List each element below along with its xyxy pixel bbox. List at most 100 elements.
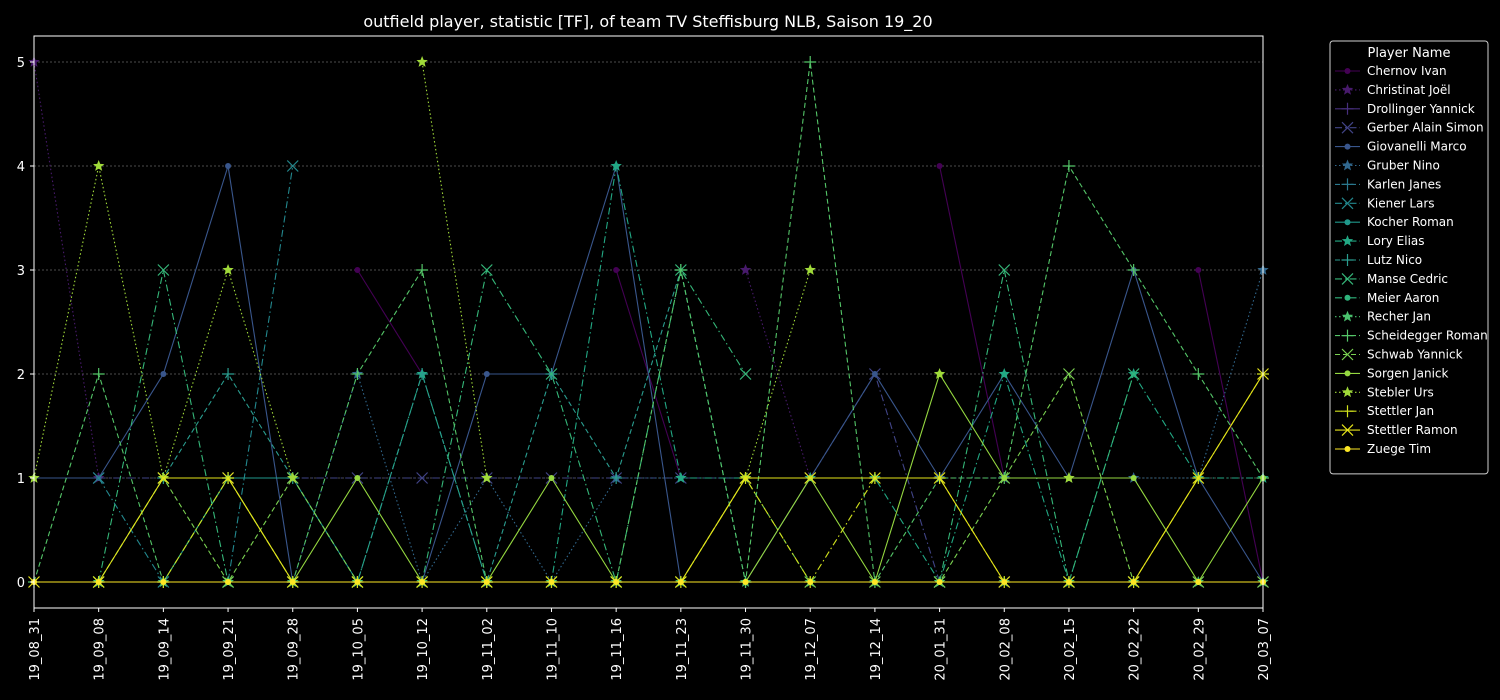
legend-entry: Gerber Alain Simon: [1335, 121, 1484, 135]
x-tick-label: 20_01_31: [934, 618, 949, 681]
x-tick-label: 19_09_28: [287, 618, 302, 681]
legend-marker: [1341, 159, 1354, 171]
x-tick-label: 20_02_22: [1128, 618, 1143, 681]
legend-label: Manse Cedric: [1367, 272, 1448, 286]
legend-marker: [1341, 178, 1354, 191]
x-tick-label: 19_09_21: [222, 618, 237, 681]
legend-marker: [1341, 424, 1354, 437]
data-point: [1192, 472, 1205, 484]
x-tick-label: 20_02_15: [1063, 618, 1078, 681]
legend-marker: [1341, 83, 1354, 95]
legend-entry: Karlen Janes: [1335, 177, 1441, 191]
series-4: [31, 163, 1266, 585]
data-point: [804, 56, 817, 68]
legend-label: Scheidegger Roman: [1367, 329, 1488, 343]
x-tick-label: 19_11_10: [545, 618, 560, 681]
data-point: [416, 264, 429, 276]
data-point: [92, 160, 105, 171]
data-point: [933, 368, 946, 379]
data-point: [222, 472, 234, 484]
data-point: [1195, 579, 1202, 585]
data-point: [548, 475, 555, 481]
legend-marker: [1341, 386, 1354, 398]
series-1: [28, 56, 816, 587]
legend-marker: [1344, 143, 1351, 150]
data-point: [416, 472, 429, 484]
data-point: [804, 472, 817, 484]
legend-marker: [1341, 121, 1354, 134]
data-point: [416, 368, 429, 380]
x-tick-label: 19_11_02: [481, 618, 496, 681]
legend-label: Lory Elias: [1367, 234, 1425, 248]
data-point: [1063, 472, 1075, 483]
data-point: [1065, 579, 1072, 585]
x-tick-label: 20_02_29: [1192, 618, 1207, 681]
data-point: [351, 368, 364, 380]
legend-entry: Gruber Nino: [1335, 159, 1440, 173]
legend-label: Schwab Yannick: [1367, 348, 1463, 362]
x-tick-label: 20_03_07: [1257, 618, 1272, 681]
x-tick-label: 19_10_12: [416, 618, 431, 681]
x-tick-label: 19_10_05: [351, 618, 366, 681]
legend-marker: [1344, 219, 1351, 226]
y-tick-label: 2: [17, 368, 25, 383]
data-point: [545, 368, 558, 380]
data-point: [1001, 579, 1008, 585]
data-point: [610, 472, 623, 484]
data-point: [286, 160, 299, 172]
plot-frame: [33, 35, 1264, 609]
data-point: [871, 579, 878, 585]
data-point: [548, 579, 555, 585]
legend-label: Sorgen Janick: [1367, 366, 1449, 380]
data-point: [1001, 475, 1008, 481]
legend-marker: [1341, 405, 1354, 418]
legend-label: Stettler Jan: [1367, 404, 1434, 418]
legend-label: Recher Jan: [1367, 310, 1431, 324]
data-point: [871, 371, 878, 377]
data-point: [1063, 368, 1075, 380]
legend: Player Name Chernov Ivan Christinat Joël Dr…: [1329, 40, 1489, 475]
data-point: [92, 472, 105, 484]
x-tick-label: 19_09_14: [157, 618, 172, 681]
series-10: [92, 264, 752, 588]
legend-label: Gerber Alain Simon: [1367, 121, 1484, 135]
y-tick-label: 1: [17, 472, 25, 487]
legend-entry: Stebler Urs: [1335, 385, 1434, 399]
x-tick-label: 19_08_31: [28, 618, 43, 681]
legend-marker: [1341, 272, 1354, 285]
series-line: [939, 165, 1005, 479]
legend-marker: [1344, 446, 1351, 452]
data-point: [222, 264, 234, 275]
data-point: [483, 579, 490, 585]
legend-label: Stebler Urs: [1367, 385, 1434, 399]
legend-entry: Zuege Tim: [1335, 442, 1431, 456]
series-5: [92, 264, 1269, 587]
data-point: [739, 368, 752, 380]
legend-entry: Schwab Yannick: [1335, 348, 1463, 362]
legend-entry: Recher Jan: [1335, 310, 1431, 324]
series-9: [92, 160, 1269, 587]
data-point: [868, 472, 881, 484]
y-tick-label: 3: [17, 264, 25, 279]
legend-marker: [1341, 235, 1354, 246]
series-group: [28, 56, 1269, 588]
data-point: [289, 579, 296, 585]
series-line: [745, 269, 811, 479]
y-tick-label: 0: [17, 576, 25, 591]
data-point: [998, 264, 1011, 276]
legend-entry: Giovanelli Marco: [1335, 140, 1467, 154]
legend-marker: [1341, 197, 1354, 210]
x-tick-label: 19_09_08: [93, 618, 108, 681]
legend-entry: Chernov Ivan: [1335, 64, 1447, 78]
y-tick-label: 5: [17, 56, 25, 71]
data-point: [354, 267, 361, 273]
legend-entry: Kiener Lars: [1335, 196, 1435, 210]
legend-marker: [1344, 294, 1351, 301]
legend-entry: Stettler Jan: [1335, 404, 1434, 418]
legend-label: Giovanelli Marco: [1367, 140, 1467, 154]
data-point: [160, 371, 167, 377]
data-point: [613, 267, 620, 273]
legend-entry: Meier Aaron: [1335, 291, 1439, 305]
